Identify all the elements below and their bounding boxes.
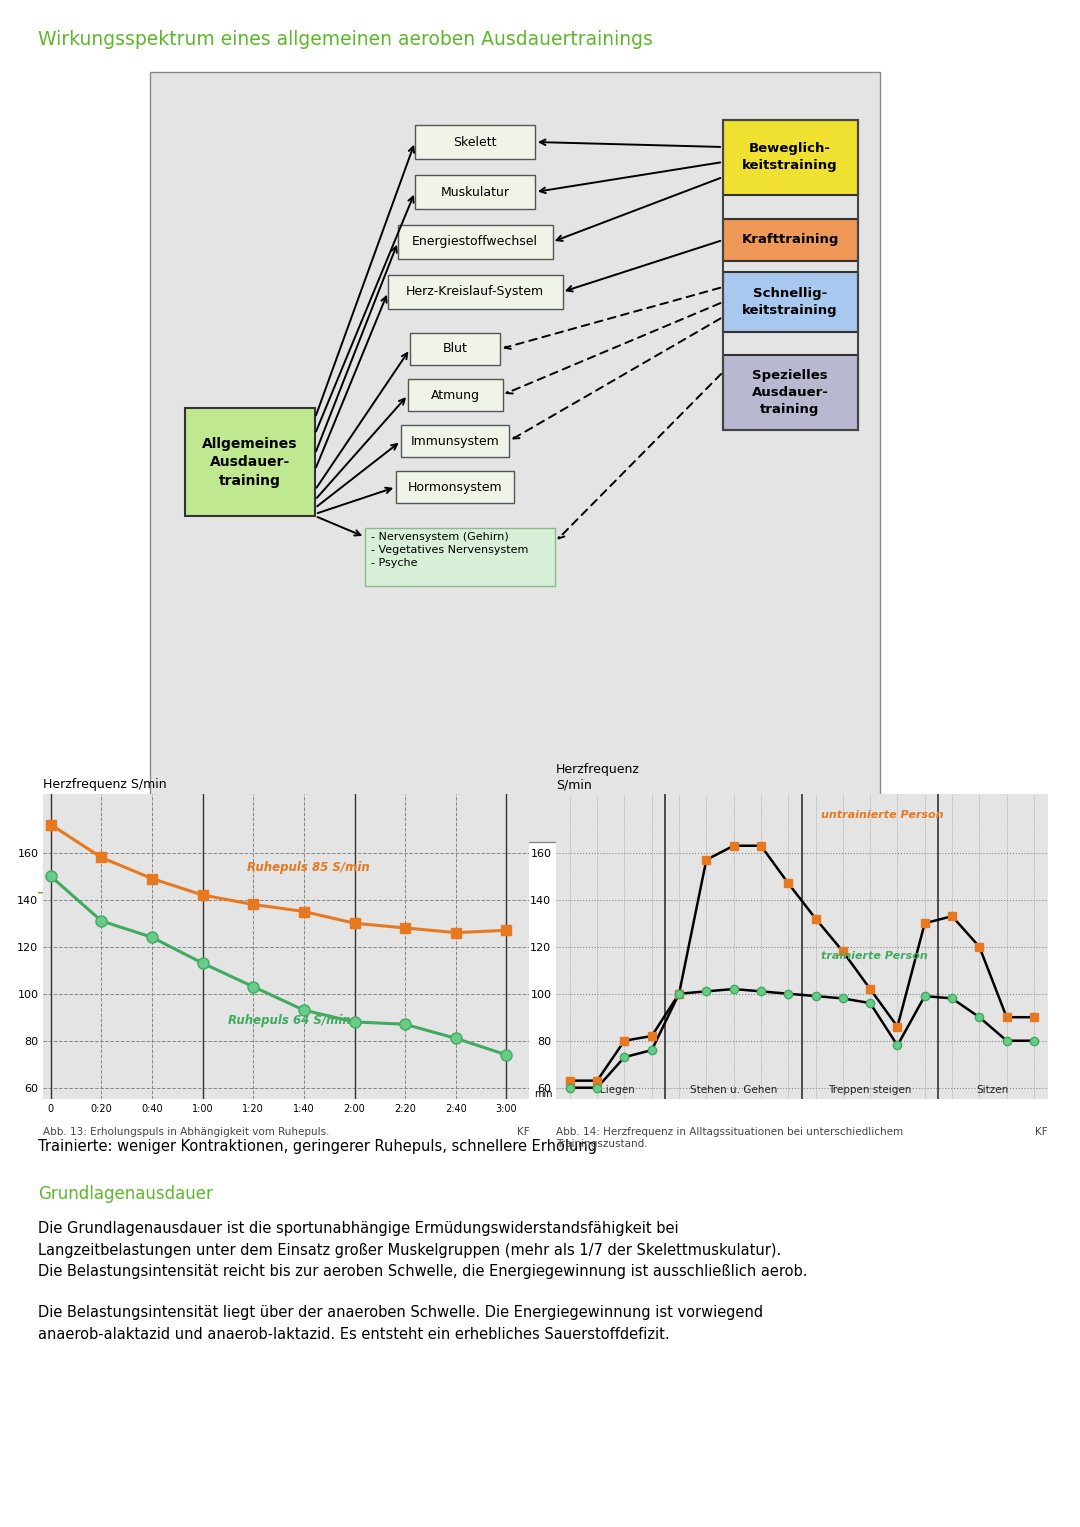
- Bar: [401, 425, 509, 457]
- Text: Die Grundlagenausdauer ist die sportunabhängige Ermüdungswiderstandsfähigkeit be: Die Grundlagenausdauer ist die sportunab…: [38, 1222, 808, 1280]
- Text: Trainierte: weniger Kontraktionen, geringerer Ruhepuls, schnellere Erholung: Trainierte: weniger Kontraktionen, gerin…: [38, 1139, 597, 1154]
- Text: Ruhepuls 85 S/min: Ruhepuls 85 S/min: [247, 861, 370, 875]
- Text: Immunsystem: Immunsystem: [410, 435, 499, 447]
- Text: Skelett: Skelett: [454, 136, 497, 148]
- Text: untrainierte Person: untrainierte Person: [821, 811, 944, 820]
- Text: Energiestoffwechsel: Energiestoffwechsel: [411, 235, 538, 249]
- Bar: [388, 275, 563, 308]
- Bar: [150, 72, 880, 841]
- Bar: [723, 272, 858, 331]
- Bar: [723, 354, 858, 429]
- Bar: [396, 470, 514, 502]
- Text: Wirkungsspektrum eines allgemeinen aeroben Ausdauertrainings: Wirkungsspektrum eines allgemeinen aerob…: [38, 31, 653, 49]
- Text: Krafttraining: Krafttraining: [741, 234, 839, 246]
- Text: Ruhepuls 64 S/min: Ruhepuls 64 S/min: [228, 1014, 351, 1028]
- Text: - Nervensystem (Gehirn)
- Vegetatives Nervensystem
- Psyche: - Nervensystem (Gehirn) - Vegetatives Ne…: [372, 531, 528, 568]
- Text: KF: KF: [1035, 1127, 1048, 1138]
- Text: Die Belastungsintensität liegt über der anaeroben Schwelle. Die Energiegewinnung: Die Belastungsintensität liegt über der …: [38, 1306, 764, 1342]
- Text: Blut: Blut: [443, 342, 468, 356]
- Text: KF: KF: [858, 855, 870, 864]
- Text: Grundlagenausdauer: Grundlagenausdauer: [38, 1185, 213, 1203]
- Text: Allgemeines
Ausdauer-
training: Allgemeines Ausdauer- training: [202, 437, 298, 487]
- Bar: [185, 408, 315, 516]
- Text: Treppen steigen: Treppen steigen: [828, 1084, 912, 1095]
- Bar: [723, 119, 858, 194]
- Bar: [397, 224, 553, 260]
- Text: Liegen: Liegen: [600, 1084, 635, 1095]
- Text: Spezielles
Ausdauer-
training: Spezielles Ausdauer- training: [752, 368, 828, 415]
- Text: trainierte Person: trainierte Person: [821, 951, 928, 962]
- Text: Abb. 14: Herzfrequenz in Alltagssituationen bei unterschiedlichem
Trainingszusta: Abb. 14: Herzfrequenz in Alltagssituatio…: [556, 1127, 903, 1148]
- Text: Atmung: Atmung: [431, 388, 480, 402]
- Text: Abb. 12: Wirkungsspektrum eines allgemeinen Ausdauertrainings.: Abb. 12: Wirkungsspektrum eines allgemei…: [160, 855, 507, 864]
- Text: Herzfrequenz S/min: Herzfrequenz S/min: [43, 779, 166, 791]
- Text: Herz-Kreislauf-System: Herz-Kreislauf-System: [406, 286, 544, 298]
- Bar: [723, 121, 858, 431]
- Text: Trainierte vs. untrainierte Personen: Trainierte vs. untrainierte Personen: [38, 890, 369, 910]
- Bar: [723, 218, 858, 261]
- Text: Herzfrequenz
S/min: Herzfrequenz S/min: [556, 764, 640, 791]
- Text: KF: KF: [516, 1127, 529, 1138]
- Text: Abb. 13: Erholungspuls in Abhängigkeit vom Ruhepuls.: Abb. 13: Erholungspuls in Abhängigkeit v…: [43, 1127, 329, 1138]
- Text: Beweglich-
keitstraining: Beweglich- keitstraining: [742, 142, 838, 173]
- Text: Muskulatur: Muskulatur: [441, 185, 510, 199]
- Text: Stehen u. Gehen: Stehen u. Gehen: [690, 1084, 778, 1095]
- Bar: [415, 176, 535, 209]
- Text: Hormonsystem: Hormonsystem: [407, 481, 502, 493]
- Text: min: min: [534, 1089, 552, 1099]
- Bar: [410, 333, 500, 365]
- Text: Sitzen: Sitzen: [977, 1084, 1009, 1095]
- Text: Schnellig-
keitstraining: Schnellig- keitstraining: [742, 287, 838, 318]
- Bar: [415, 125, 535, 159]
- Bar: [407, 379, 502, 411]
- Bar: [365, 528, 555, 586]
